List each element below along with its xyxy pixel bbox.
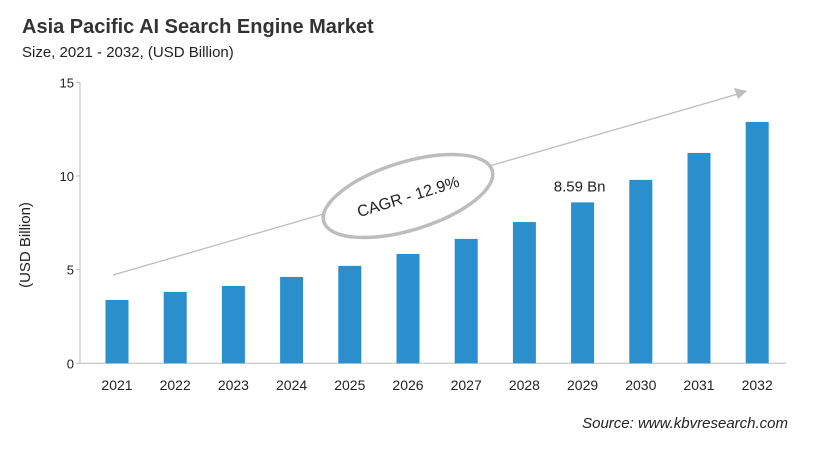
bar-2023	[221, 285, 245, 364]
x-tick-label: 2023	[218, 377, 249, 393]
bar-2030	[629, 179, 653, 364]
y-tick-label: 15	[60, 75, 74, 90]
x-tick-label: 2024	[276, 377, 307, 393]
bar-2031	[687, 152, 711, 364]
x-tick-label: 2028	[509, 377, 540, 393]
x-tick-label: 2026	[392, 377, 423, 393]
x-tick-label: 2021	[101, 377, 132, 393]
chart-subtitle: Size, 2021 - 2032, (USD Billion)	[22, 44, 234, 61]
data-label: 8.59 Bn	[554, 178, 606, 195]
y-tick-label: 10	[60, 169, 74, 184]
bar-2026	[396, 253, 420, 364]
x-tick-label: 2025	[334, 377, 365, 393]
bar-2024	[280, 276, 304, 364]
chart-title: Asia Pacific AI Search Engine Market	[22, 16, 374, 38]
trend-arrow-head	[734, 88, 747, 99]
bar-2021	[105, 299, 129, 364]
x-tick-label: 2030	[625, 377, 656, 393]
source-note: Source: www.kbvresearch.com	[582, 415, 788, 432]
cagr-ellipse	[321, 152, 495, 240]
y-tick-label: 0	[67, 356, 74, 371]
bar-2029	[571, 202, 595, 364]
x-tick-label: 2032	[742, 377, 773, 393]
bar-2025	[338, 265, 362, 364]
y-tick-label: 5	[67, 263, 74, 278]
bar-2032	[745, 122, 769, 364]
bar-2027	[454, 238, 478, 364]
x-tick-label: 2027	[451, 377, 482, 393]
bar-2022	[163, 291, 187, 364]
x-tick-label: 2031	[683, 377, 714, 393]
bar-2028	[512, 222, 536, 364]
y-axis-label: (USD Billion)	[17, 202, 34, 288]
x-tick-label: 2029	[567, 377, 598, 393]
x-tick-label: 2022	[160, 377, 191, 393]
